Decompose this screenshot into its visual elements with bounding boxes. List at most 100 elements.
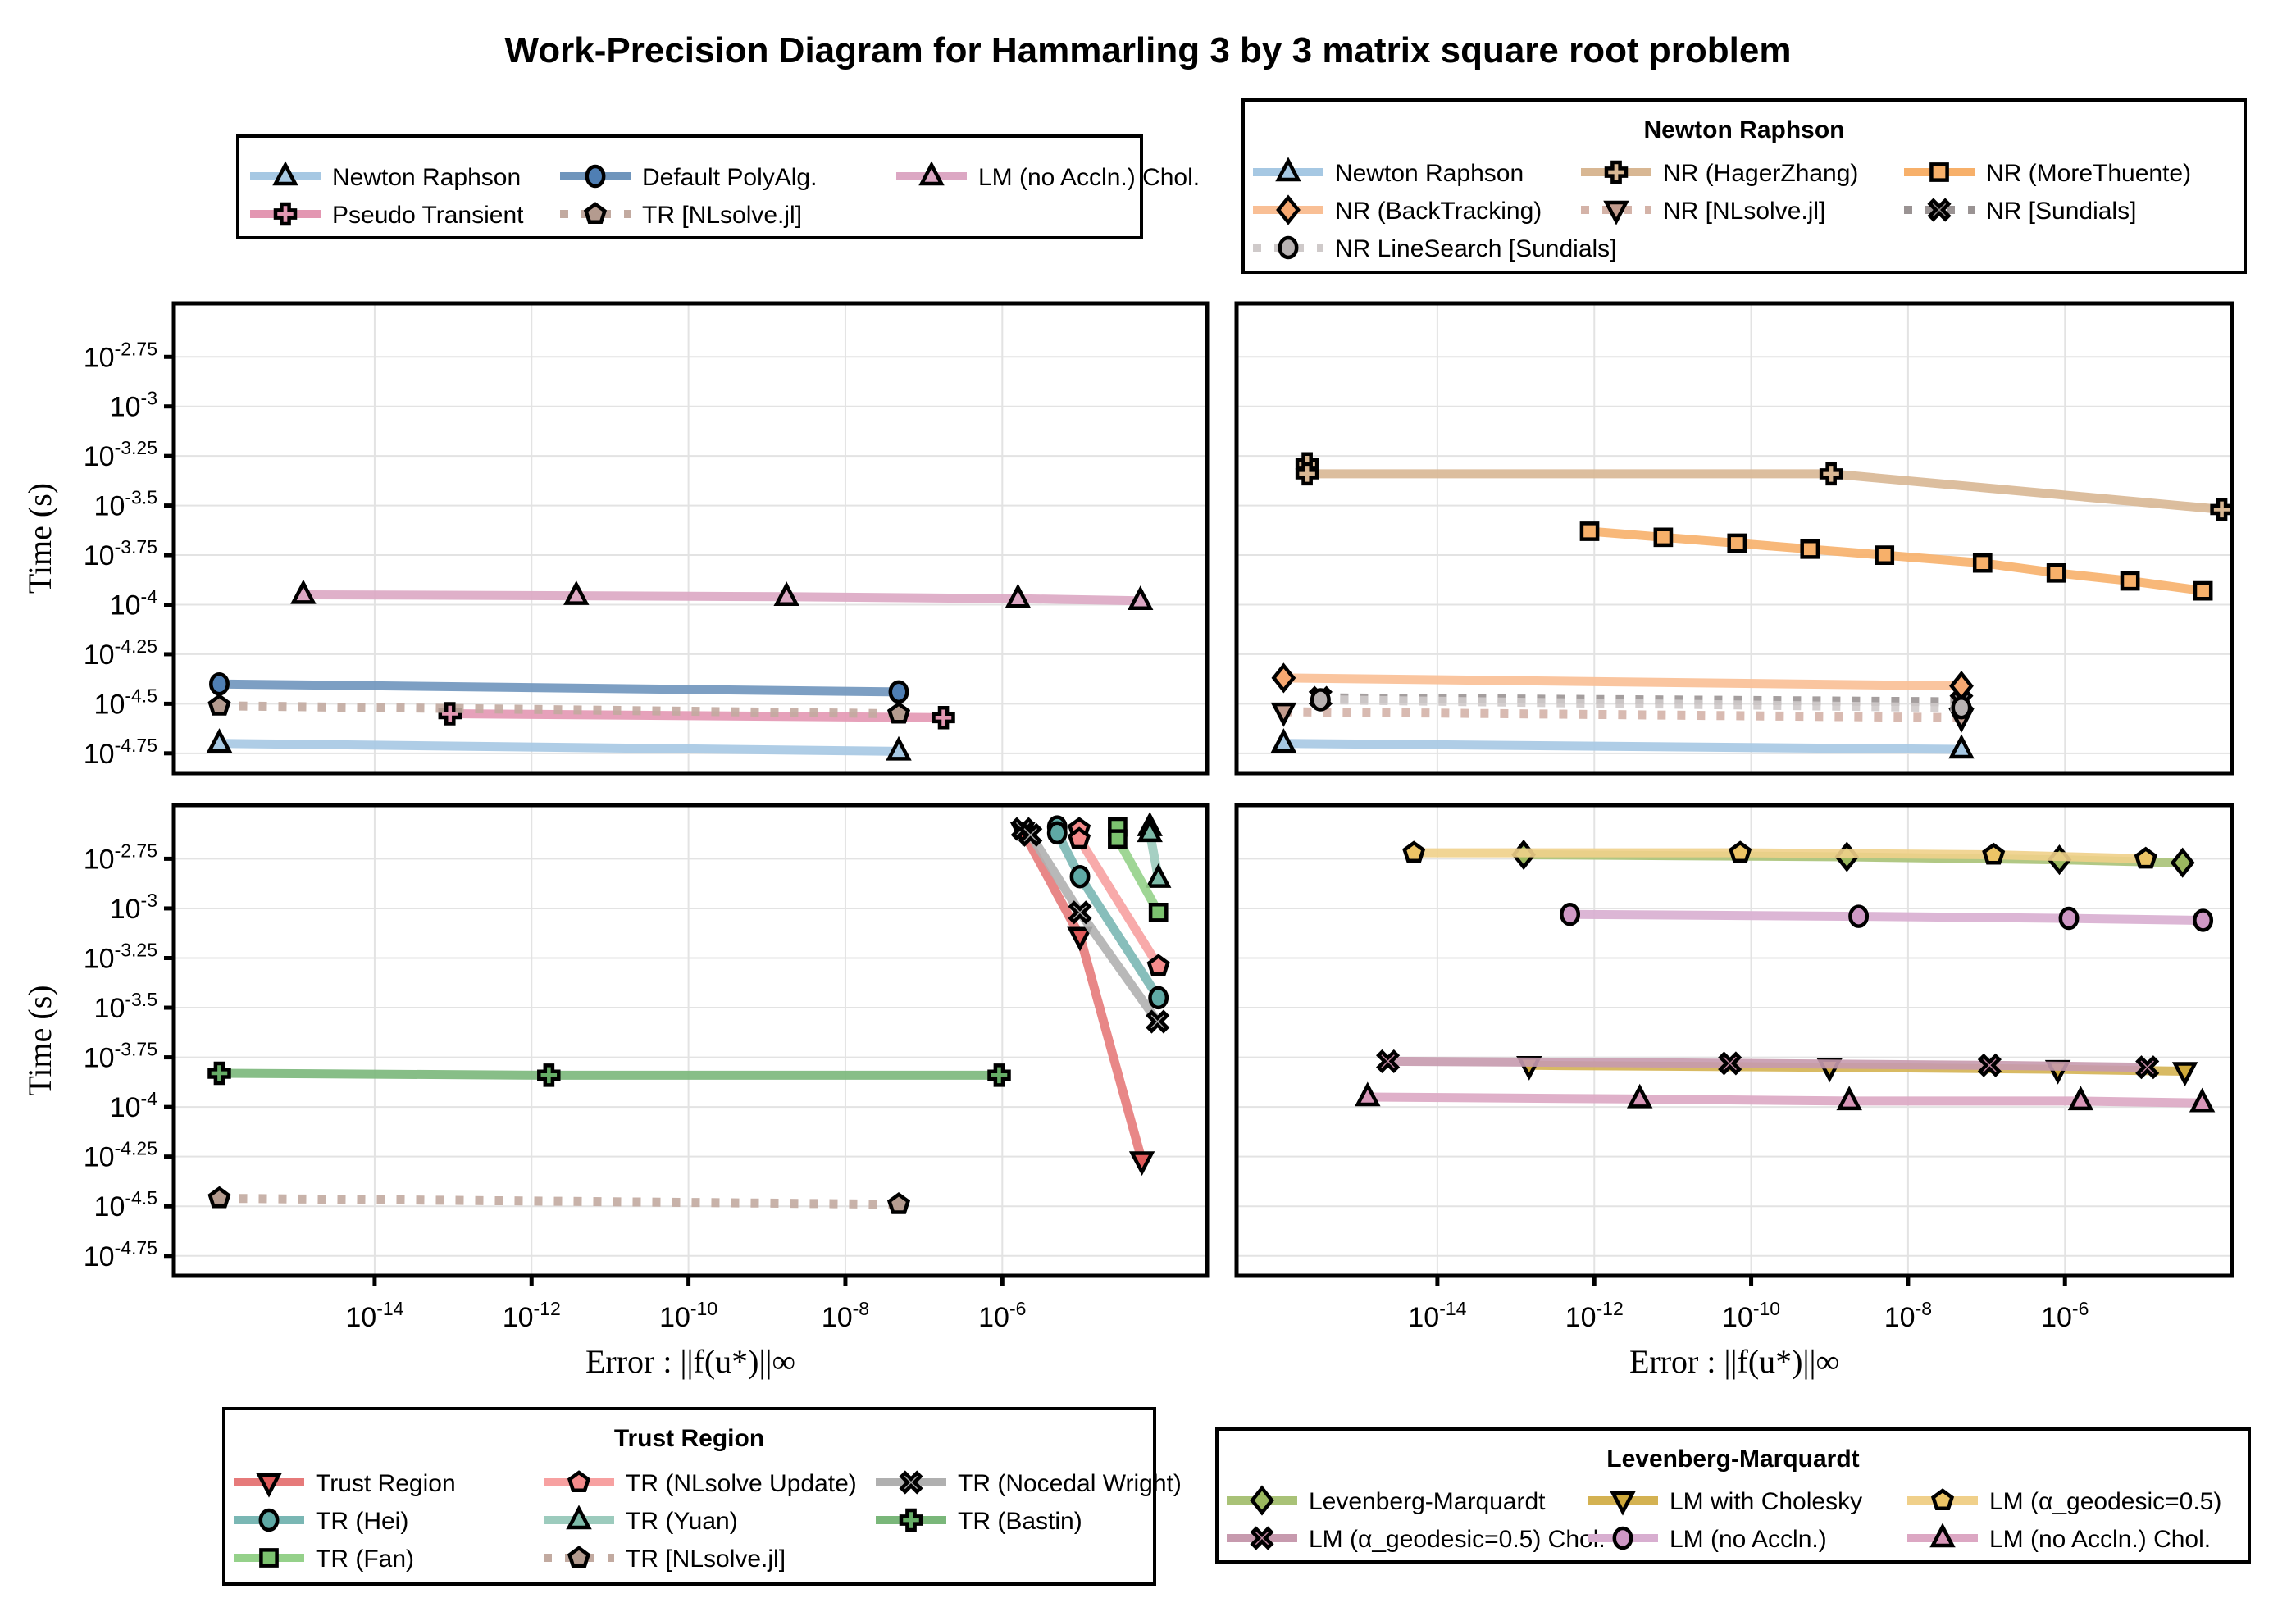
series-line [219, 679, 900, 697]
legend-item: LM (no Accln.) Chol. [896, 161, 1200, 191]
legend-label: TR (Fan) [316, 1546, 414, 1573]
data-point [1068, 900, 1092, 925]
legend-label: Levenberg-Marquardt [1309, 1488, 1546, 1515]
legend-item: Default PolyAlg. [560, 164, 817, 191]
panel-top-left: 10-2.75 10-3 10-3.25 10-3.5 10-3.75 10-4 10-4.… [21, 301, 1210, 776]
data-point [1108, 829, 1128, 849]
legend-marker-pentagon-icon [567, 1470, 591, 1492]
series-tr-yuan [1137, 811, 1172, 888]
data-point [2210, 498, 2234, 521]
data-point [2058, 906, 2080, 931]
y-tick-label: 10-3.5 [94, 487, 157, 522]
legend-item: TR [NLsolve.jl] [544, 1546, 786, 1573]
legend-marker-triangle-down-icon [1610, 1491, 1636, 1516]
legend-box [1241, 98, 2247, 274]
legend-label: TR (Yuan) [626, 1508, 738, 1535]
y-tick-label: 10-2.75 [84, 338, 157, 373]
x-axis-label: Error : ||f(u*)||∞ [585, 1343, 795, 1380]
legend-box [236, 134, 1143, 239]
series-lm-geodesic-0-5 [1402, 840, 2157, 869]
data-point [2067, 1086, 2094, 1111]
y-tick-label: 10-3.25 [84, 939, 157, 974]
series-nr-backtracking [1271, 662, 1974, 702]
data-point [2193, 908, 2214, 932]
data-point [1271, 662, 1296, 694]
legend-item: TR (Nocedal Wright) [876, 1470, 1182, 1497]
data-point [1310, 688, 1331, 712]
x-tick-label: 10-12 [1565, 1298, 1624, 1333]
legend-label: LM (no Accln.) [1670, 1526, 1827, 1553]
series-line [1569, 909, 2203, 925]
panel-top-right [1234, 301, 2234, 776]
legend-item: LM (no Accln.) Chol. [1907, 1523, 2211, 1553]
legend-marker-diamond-icon [1250, 1485, 1274, 1516]
y-tick-label: 10-4 [110, 1088, 157, 1123]
x-tick-label: 10-12 [503, 1298, 561, 1333]
data-point [537, 1063, 561, 1087]
legend-marker-triangle-down-icon [1603, 200, 1629, 225]
legend-label: NR LineSearch [Sundials] [1335, 235, 1617, 262]
data-point [1069, 864, 1091, 889]
legend-item: Newton Raphson [1253, 157, 1524, 187]
data-point [290, 579, 317, 604]
data-point [207, 694, 231, 716]
data-point [1948, 734, 1975, 759]
legend-label: LM (α_geodesic=0.5) [1989, 1488, 2221, 1515]
series-line [1283, 707, 1962, 722]
legend-label: Newton Raphson [1335, 160, 1524, 187]
legend-label: NR (MoreThuente) [1986, 160, 2191, 187]
series-nr-hagerzhang [1295, 452, 2234, 521]
data-point [1004, 583, 1032, 608]
series-newton-raphson [1270, 728, 1975, 759]
legend-title: Levenberg-Marquardt [1606, 1445, 1859, 1473]
data-point [1800, 539, 1820, 559]
legend-item: NR LineSearch [Sundials] [1253, 235, 1617, 262]
y-tick-label: 10-4.75 [84, 735, 157, 770]
legend-marker-square-icon [1929, 162, 1949, 182]
data-point [932, 706, 955, 730]
data-point [209, 671, 230, 696]
y-tick-label: 10-3.5 [94, 989, 157, 1024]
data-point [1848, 904, 1870, 928]
legend-item: LM (no Accln.) [1588, 1526, 1827, 1553]
legend-marker-pentagon-icon [567, 1546, 591, 1568]
legend-marker-triangle-up-icon [1929, 1523, 1956, 1548]
legend-marker-square-icon [259, 1548, 279, 1568]
series-lm-no-accln [1560, 902, 2214, 932]
data-point [1018, 822, 1043, 847]
data-point [2120, 571, 2140, 591]
legend-label: LM (α_geodesic=0.5) Chol. [1309, 1526, 1606, 1553]
plot-frame [1234, 301, 2234, 776]
legend-item: Levenberg-Marquardt [1227, 1485, 1546, 1516]
data-point [2135, 1055, 2160, 1080]
legend-marker-cross-icon [273, 202, 298, 226]
x-axis-label: Error : ||f(u*)||∞ [1629, 1343, 1839, 1380]
series-tr-nlsolve-jl [207, 1186, 911, 1214]
data-point [1977, 1053, 2002, 1077]
series-lm-no-accln-chol [290, 579, 1154, 610]
legend-item: LM (α_geodesic=0.5) Chol. [1227, 1526, 1606, 1553]
legend-marker-cross-icon [1604, 160, 1629, 184]
series-tr-fan [1108, 817, 1168, 922]
legend-top-left: Newton Raphson Default PolyAlg. LM (no Acc… [236, 134, 1200, 239]
data-point [1148, 986, 1169, 1010]
data-point [1376, 1049, 1401, 1073]
data-point [1067, 926, 1093, 952]
data-point [1270, 728, 1297, 753]
y-tick-label: 10-4 [110, 585, 157, 621]
legend-marker-circle-icon [1612, 1526, 1633, 1550]
x-tick-label: 10-6 [978, 1298, 1026, 1333]
legend-label: LM (no Accln.) Chol. [1989, 1526, 2211, 1553]
data-point [773, 581, 800, 607]
data-point [1718, 1051, 1742, 1076]
data-point [2193, 580, 2213, 601]
y-tick-label: 10-3 [110, 890, 157, 925]
legend-label: TR [NLsolve.jl] [642, 202, 802, 229]
series-line [1589, 526, 2204, 596]
legend-marker-circle-icon [585, 164, 606, 189]
series-newton-raphson [206, 728, 912, 761]
legend-marker-x-icon [1250, 1526, 1274, 1550]
y-tick-label: 10-4.25 [84, 635, 157, 671]
legend-marker-x-icon [899, 1470, 923, 1495]
